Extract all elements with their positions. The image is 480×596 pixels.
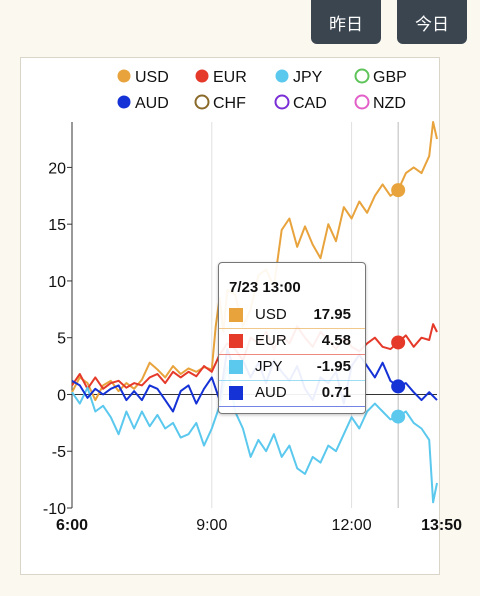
x-tick-label: 12:00 [332,517,372,534]
legend-marker-aud-icon [117,95,131,109]
y-tick-label: 0 [57,387,66,404]
y-tick-label: 20 [48,160,66,177]
tooltip-series-name: USD [255,306,287,323]
tooltip-swatch-aud-icon [229,386,243,400]
tooltip-row-underline [219,354,365,355]
series-point-jpy[interactable] [391,409,406,424]
series-point-aud[interactable] [391,379,406,394]
series-point-usd[interactable] [391,183,406,198]
y-tick-label: 5 [57,331,66,348]
x-tick-label: 9:00 [196,517,227,534]
legend-label-nzd: NZD [373,95,406,112]
legend-label-aud: AUD [135,95,169,112]
legend-item-cad[interactable]: CAD [274,94,327,112]
y-tick-label: -5 [52,444,66,461]
legend-label-gbp: GBP [373,69,407,86]
tooltip-series-value: 4.58 [321,332,351,349]
legend-label-jpy: JPY [293,69,323,86]
tooltip-row-underline [219,406,365,407]
x-tick-label: 13:50 [421,517,462,534]
legend-marker-nzd-icon [354,94,370,110]
legend-item-gbp[interactable]: GBP [354,68,407,86]
tooltip-row-underline [219,380,365,381]
y-tick-label: 10 [48,274,66,291]
tooltip-title: 7/23 13:00 [229,279,301,296]
legend-item-usd[interactable]: USD [117,69,169,86]
y-tick-label: -10 [43,501,66,518]
legend-marker-gbp-icon [354,68,370,84]
tooltip-swatch-usd-icon [229,308,243,322]
tooltip-row-aud: AUD 0.71 [219,381,365,407]
today-button[interactable]: 今日 [397,0,467,44]
legend-label-chf: CHF [213,95,246,112]
tooltip-series-name: JPY [255,358,283,375]
tooltip-row-usd: USD 17.95 [219,303,365,329]
tooltip-series-name: EUR [255,332,287,349]
tooltip-series-name: AUD [255,384,287,401]
legend-marker-cad-icon [274,94,290,110]
legend-marker-usd-icon [117,69,131,83]
chart-tooltip: 7/23 13:00 USD 17.95 EUR 4.58 JPY -1.95 AUD 0.7… [218,262,366,414]
tooltip-series-value: 17.95 [313,306,351,323]
series-point-eur[interactable] [391,335,406,350]
legend-item-jpy[interactable]: JPY [275,69,323,86]
legend-item-eur[interactable]: EUR [195,69,247,86]
tooltip-swatch-jpy-icon [229,360,243,374]
tooltip-series-value: -1.95 [316,358,351,375]
x-tick-label: 6:00 [56,517,88,534]
tooltip-series-value: 0.71 [321,384,351,401]
yesterday-button[interactable]: 昨日 [311,0,381,44]
tooltip-row-eur: EUR 4.58 [219,329,365,355]
tooltip-swatch-eur-icon [229,334,243,348]
legend-item-nzd[interactable]: NZD [354,94,406,112]
tooltip-row-jpy: JPY -1.95 [219,355,365,381]
legend-label-eur: EUR [213,69,247,86]
legend-marker-chf-icon [194,94,210,110]
series-line-jpy [71,365,438,504]
legend-item-chf[interactable]: CHF [194,94,247,112]
legend-label-cad: CAD [293,95,327,112]
legend-label-usd: USD [135,69,169,86]
legend-marker-eur-icon [195,69,209,83]
legend-marker-jpy-icon [275,69,289,83]
y-tick-label: 15 [48,217,66,234]
tooltip-row-underline [219,328,365,329]
legend-item-aud[interactable]: AUD [117,95,169,112]
